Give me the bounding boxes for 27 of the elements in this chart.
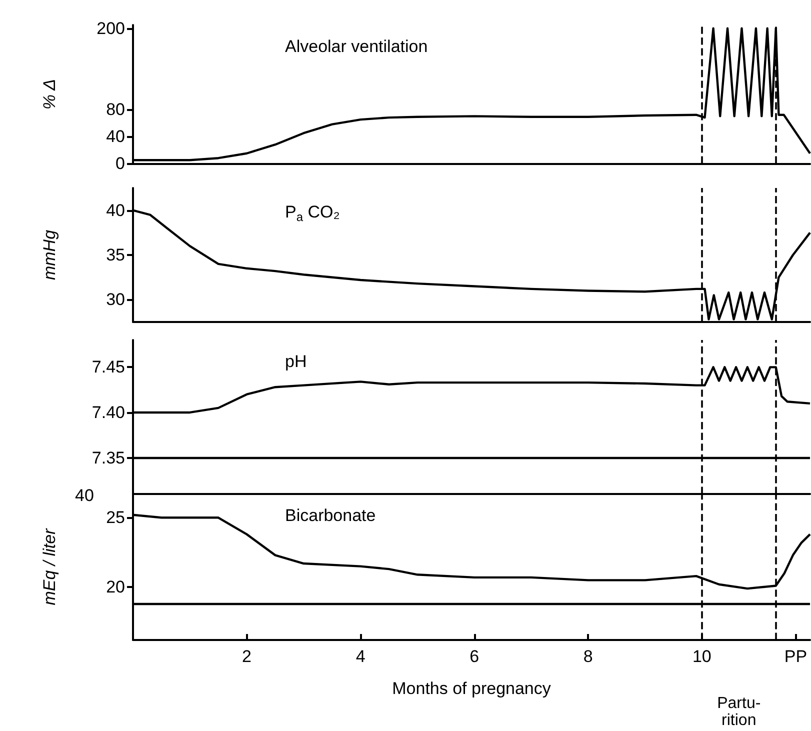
y-tick-label: 0 [116,154,125,173]
y-tick-label: 35 [106,246,125,264]
y-tick-label: 7.35 [92,448,125,468]
y-axis-title: mmHg [40,229,59,280]
y-tick-label: 20 [106,578,125,597]
y-axis-title: mEq / liter [40,527,59,606]
y-tick-label: 40 [106,126,125,146]
text: 40 [75,486,94,505]
y-tick-label: 25 [106,508,125,528]
y-tick-label: 7.45 [92,358,125,377]
y-tick-label: 7.40 [92,402,125,422]
y-tick-label: 200 [96,18,125,38]
text: pH [285,352,307,371]
y-tick-label: 40 [106,200,125,220]
x-tick-label: 8 [583,647,593,666]
x-tick-label: 6 [470,647,480,666]
y-tick-label: 30 [106,290,125,310]
y-axis-title: % Δ [40,78,59,110]
x-axis-title: Months of pregnancy [392,679,552,698]
x-tick-label: 10 [692,647,712,666]
y-tick-label: 80 [106,100,125,119]
text: Alveolar ventilation [285,37,428,56]
text: Bicarbonate [285,506,376,525]
x-tick-label: PP [784,647,808,666]
x-tick-label: 2 [242,647,252,666]
x-tick-label: 4 [356,647,366,666]
text: Partu- rition [717,695,761,729]
